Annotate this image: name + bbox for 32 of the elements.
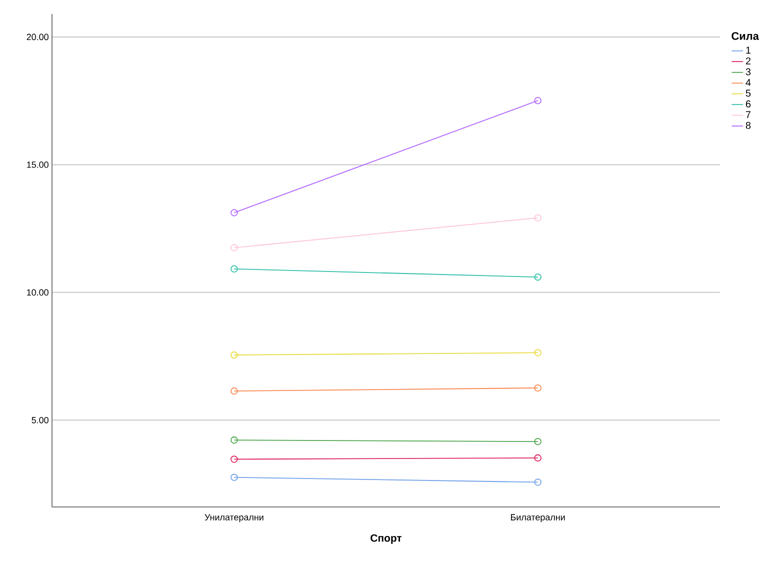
legend-label: 5 <box>746 90 751 97</box>
point <box>534 214 542 222</box>
point <box>230 265 238 273</box>
legend-title: Сила <box>732 32 759 40</box>
point <box>534 438 542 446</box>
legend-label: 3 <box>746 68 751 76</box>
x-axis-title: Спорт <box>370 534 402 544</box>
point <box>230 436 238 444</box>
legend-label: 6 <box>746 100 751 108</box>
legend-label: 8 <box>746 122 751 129</box>
point <box>230 474 238 481</box>
legend-label: 7 <box>746 111 750 118</box>
point <box>230 351 238 359</box>
point <box>534 349 542 356</box>
point <box>230 209 238 216</box>
x-tick-label: Унилатерални <box>204 514 264 522</box>
point <box>230 387 238 395</box>
point <box>534 478 542 486</box>
point <box>534 96 542 104</box>
point <box>230 456 238 463</box>
y-tick-label: 10.00 <box>27 289 48 296</box>
legend-label: 4 <box>746 79 751 86</box>
x-tick-label: Билатерални <box>511 514 565 522</box>
point <box>534 384 542 392</box>
point <box>534 273 542 281</box>
point <box>230 244 238 252</box>
legend-label: 1 <box>746 46 751 54</box>
point <box>534 454 542 462</box>
y-tick-label: 20.00 <box>26 34 48 40</box>
legend-label: 2 <box>746 57 750 64</box>
y-tick-label: 15.00 <box>27 162 48 168</box>
y-tick-label: 5.00 <box>32 416 48 424</box>
